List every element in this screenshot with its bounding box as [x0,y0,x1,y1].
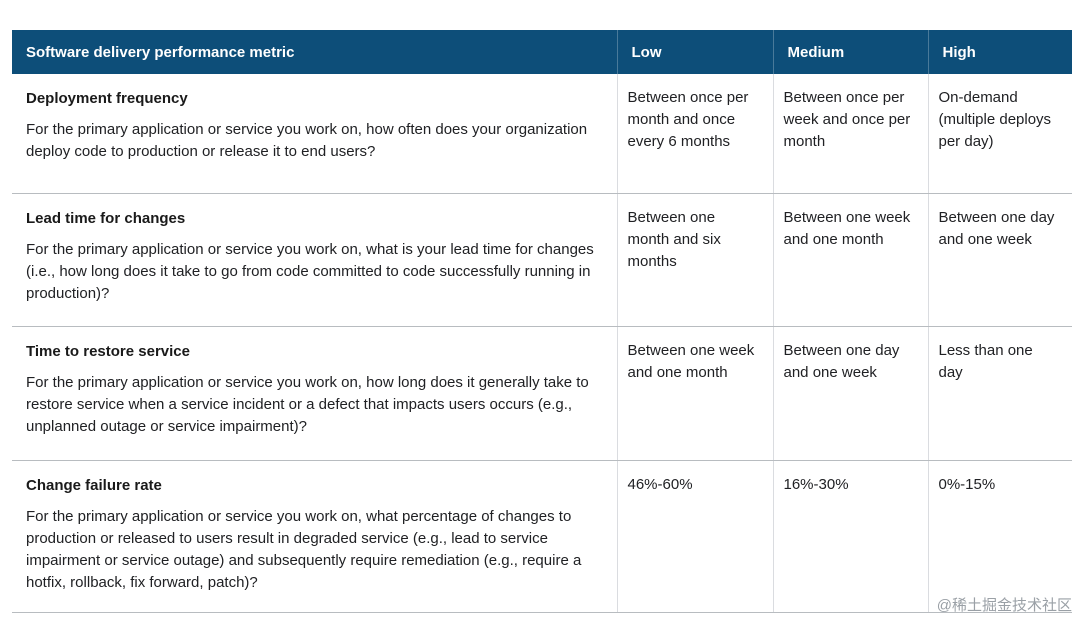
table-row-time-to-restore-service: Time to restore service For the primary … [12,326,1072,461]
metric-description: For the primary application or service y… [26,121,588,160]
metric-title: Deployment frequency [26,90,188,107]
metric-title: Lead time for changes [26,209,186,227]
high-value: On-demand (multiple deploys per day) [927,74,1072,194]
header-high: High [927,30,1072,74]
header-medium: Medium [772,30,928,74]
header-low: Low [616,30,773,74]
low-value: Between one month and six months [616,193,773,327]
table-header-row: Software delivery performance metric Low… [12,30,1072,74]
low-value: Between once per month and once every 6 … [616,74,773,194]
low-value: Between one week and one month [616,326,773,461]
metric-title: Change failure rate [26,476,162,494]
metric-description: For the primary application or service y… [26,373,589,435]
low-value: 46%-60% [616,460,773,613]
medium-value: 16%-30% [772,460,928,613]
metric-cell: Deployment frequency For the primary app… [12,74,617,194]
table-row-change-failure-rate: Change failure rate For the primary appl… [12,460,1072,613]
performance-metrics-table: Software delivery performance metric Low… [12,30,1072,613]
watermark: @稀土掘金技术社区 [936,597,1072,614]
metric-cell: Time to restore service For the primary … [12,326,617,461]
medium-value: Between one day and one week [772,326,928,461]
high-value: Less than one day [927,326,1072,461]
metric-cell: Lead time for changes For the primary ap… [12,193,617,327]
table-row-deployment-frequency: Deployment frequency For the primary app… [12,74,1072,194]
high-value: 0%-15% [927,460,1072,613]
metric-description: For the primary application or service y… [26,507,582,591]
medium-value: Between once per week and once per month [772,74,928,194]
metric-cell: Change failure rate For the primary appl… [12,460,617,613]
table-row-lead-time-for-changes: Lead time for changes For the primary ap… [12,193,1072,327]
medium-value: Between one week and one month [772,193,928,327]
high-value: Between one day and one week [927,193,1072,327]
header-metric: Software delivery performance metric [12,30,617,74]
metric-title: Time to restore service [26,342,190,360]
metric-description: For the primary application or service y… [26,240,594,302]
